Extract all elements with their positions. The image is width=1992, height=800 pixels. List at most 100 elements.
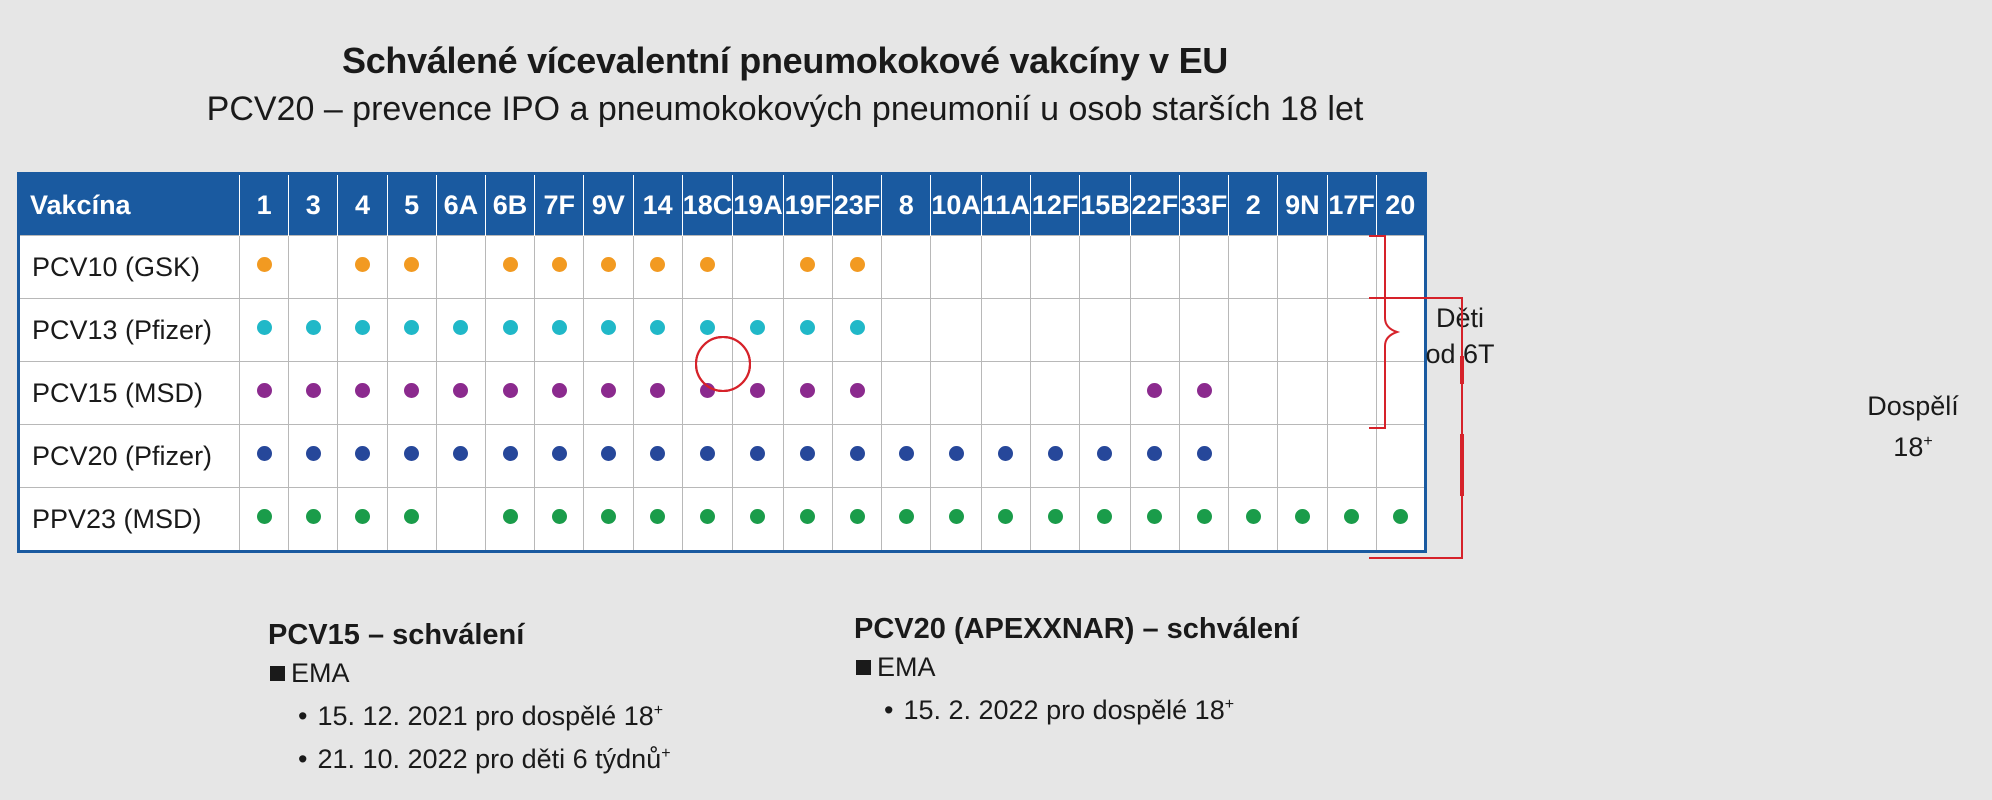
serotype-cell — [1375, 487, 1426, 552]
adults-label-line2: 18+ — [1893, 432, 1933, 462]
serotype-header: 22F — [694, 173, 1180, 392]
serotype-cell — [1030, 424, 1081, 488]
serotype-cell — [238, 361, 290, 425]
serotype-cell — [386, 298, 437, 362]
serotype-header: 8 — [694, 173, 932, 392]
serotype-cell — [632, 298, 683, 362]
serotype-header: 12F — [1030, 173, 1081, 236]
coverage-dot — [502, 383, 518, 398]
serotype-label: 11A — [981, 189, 1030, 220]
serotype-cell — [980, 235, 1032, 299]
coverage-dot — [1392, 509, 1408, 524]
coverage-dot — [650, 320, 666, 335]
approval-heading: PCV15 – schválení — [268, 619, 525, 651]
serotype-cell — [1129, 298, 1180, 362]
coverage-dot — [404, 320, 420, 335]
table-header-row: Vakcína 1 3 4 5 6A 6B 7F 9V 14 18C 19A 19F 23F 8 10A 11… — [18, 173, 1426, 392]
serotype-cell — [632, 361, 683, 425]
serotype-cell — [238, 235, 290, 299]
serotype-label: 9N — [1285, 189, 1320, 220]
serotype-cell — [1129, 424, 1180, 488]
serotype-cell — [1030, 298, 1081, 362]
serotype-label: 17F — [1328, 189, 1375, 220]
serotype-label: 33F — [1180, 189, 1228, 220]
coverage-dot — [600, 320, 616, 335]
serotype-header: 9N — [1277, 173, 1328, 236]
coverage-dot — [1147, 383, 1163, 398]
serotype-cell — [238, 487, 290, 552]
serotype-header: 10A — [930, 173, 982, 236]
serotype-label: 2 — [1245, 189, 1261, 220]
coverage-dot — [998, 509, 1014, 524]
serotype-label: 1 — [256, 189, 272, 220]
serotype-cell — [1277, 235, 1328, 299]
serotype-cell — [1129, 361, 1180, 425]
serotype-header: 15B — [1079, 173, 1131, 236]
square-bullet-icon — [856, 660, 871, 675]
serotype-header: 18C — [681, 173, 734, 236]
serotype-cell — [288, 235, 339, 299]
serotype-header: 7F — [534, 173, 585, 236]
children-label-line2: od 6T — [1425, 339, 1495, 369]
serotype-cell — [386, 424, 437, 488]
coverage-dot — [650, 446, 666, 461]
coverage-dot — [849, 446, 865, 461]
vaccine-name: PCV10 (GSK) — [18, 235, 240, 299]
adults-label-line1: Dospělí — [1867, 391, 1959, 421]
serotype-cell — [1079, 424, 1131, 488]
serotype-cell — [1030, 361, 1081, 425]
coverage-dot — [1245, 509, 1261, 524]
serotype-cell — [1228, 361, 1279, 425]
coverage-dot — [256, 257, 272, 272]
serotype-cell — [386, 235, 437, 299]
serotype-label: 14 — [642, 189, 673, 220]
serotype-cell — [831, 424, 883, 488]
serotype-header: 4 — [337, 173, 388, 236]
serotype-cell — [337, 424, 388, 488]
approval-agency: EMA — [268, 654, 671, 692]
coverage-dot — [1047, 509, 1063, 524]
serotype-header: 19F — [782, 173, 833, 236]
children-bracket-line — [1369, 235, 1401, 429]
table-row: PCV10 (GSK) — [18, 235, 1426, 299]
serotype-header: 19A — [694, 173, 784, 392]
children-label-line1: Děti — [1435, 303, 1484, 333]
coverage-dot — [600, 257, 616, 272]
serotype-label: 8 — [898, 189, 914, 220]
serotype-header: 33F — [1178, 173, 1230, 236]
coverage-dot — [699, 320, 715, 335]
coverage-dot — [404, 446, 420, 461]
serotype-header: 9V — [583, 173, 634, 236]
serotype-cell — [1079, 487, 1131, 552]
coverage-dot — [453, 446, 469, 461]
serotype-label: 7F — [543, 189, 575, 220]
vaccine-name: PPV23 (MSD) — [18, 487, 240, 552]
approval-heading: PCV20 (APEXXNAR) – schválení — [854, 613, 1299, 645]
coverage-dot — [256, 509, 272, 524]
coverage-dot — [354, 446, 370, 461]
serotype-cell — [831, 361, 883, 425]
serotype-cell — [681, 487, 734, 552]
coverage-dot — [849, 509, 865, 524]
serotype-cell — [1228, 487, 1279, 552]
coverage-dot — [404, 257, 420, 272]
adults-bracket-label: Dospělí 18+ — [1858, 388, 1968, 465]
serotype-cell — [484, 235, 536, 299]
serotype-cell — [1277, 361, 1328, 425]
chart-subtitle: PCV20 – prevence IPO a pneumokokových pn… — [206, 90, 1364, 128]
serotype-cell — [681, 424, 734, 488]
serotype-cell — [1326, 487, 1377, 552]
serotype-cell — [1178, 487, 1230, 552]
coverage-dot — [800, 446, 816, 461]
header-vakcina: Vakcína — [18, 173, 240, 236]
serotype-cell — [288, 487, 339, 552]
serotype-cell — [583, 361, 634, 425]
serotype-cell — [732, 487, 784, 552]
serotype-cell — [337, 298, 388, 362]
coverage-dot — [849, 257, 865, 272]
serotype-cell — [337, 487, 388, 552]
serotype-cell — [1326, 361, 1377, 425]
coverage-dot — [600, 446, 616, 461]
serotype-cell — [1228, 298, 1279, 362]
highlight-ring — [694, 335, 751, 392]
